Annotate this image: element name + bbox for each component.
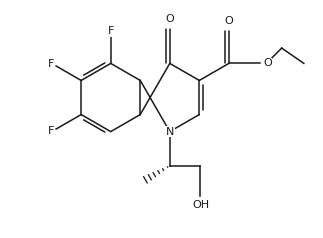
Text: N: N	[166, 127, 174, 137]
Text: F: F	[48, 125, 55, 135]
Text: F: F	[108, 26, 114, 36]
Text: O: O	[263, 58, 272, 68]
Text: O: O	[165, 14, 174, 24]
Text: O: O	[224, 16, 233, 26]
Text: F: F	[48, 60, 55, 69]
Text: OH: OH	[192, 200, 209, 210]
